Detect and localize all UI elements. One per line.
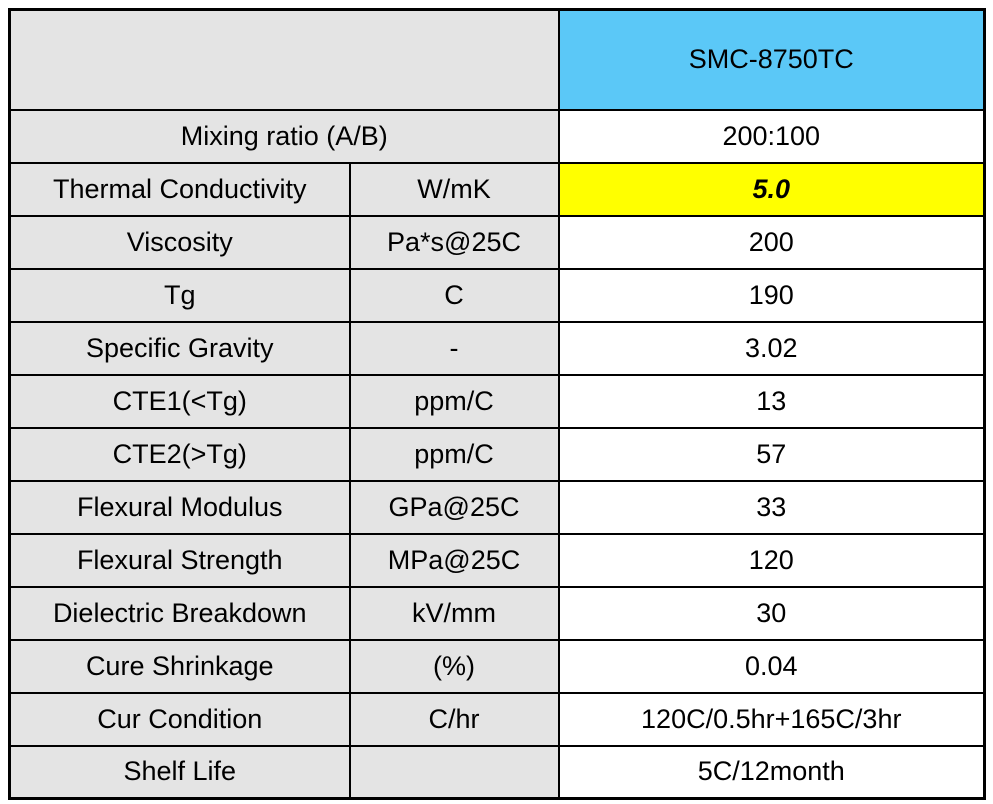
property-value-cell: 190 <box>557 267 986 323</box>
property-unit-cell: C <box>348 267 560 323</box>
property-label-cell: Specific Gravity <box>8 320 351 376</box>
table-row-shelf-life: Shelf Life 5C/12month <box>8 744 986 800</box>
property-value-cell-highlighted: 5.0 <box>557 161 986 217</box>
property-label-cell: Shelf Life <box>8 744 351 800</box>
table-row-cte1: CTE1(<Tg) ppm/C 13 <box>8 373 986 429</box>
table-row-header: SMC-8750TC <box>8 8 986 111</box>
property-unit-cell: Pa*s@25C <box>348 214 560 270</box>
property-value-cell: 120C/0.5hr+165C/3hr <box>557 691 986 747</box>
table-row-tg: Tg C 190 <box>8 267 986 323</box>
product-name-cell: SMC-8750TC <box>557 8 986 111</box>
property-unit-cell: C/hr <box>348 691 560 747</box>
property-label-cell: Viscosity <box>8 214 351 270</box>
table-row-cure-shrinkage: Cure Shrinkage (%) 0.04 <box>8 638 986 694</box>
property-value-cell: 5C/12month <box>557 744 986 800</box>
property-unit-cell: (%) <box>348 638 560 694</box>
property-value-cell: 200 <box>557 214 986 270</box>
table-row-dielectric-breakdown: Dielectric Breakdown kV/mm 30 <box>8 585 986 641</box>
table-row-flexural-strength: Flexural Strength MPa@25C 120 <box>8 532 986 588</box>
material-spec-table: SMC-8750TC Mixing ratio (A/B) 200:100 Th… <box>8 8 986 800</box>
property-unit-cell: W/mK <box>348 161 560 217</box>
table-row-specific-gravity: Specific Gravity - 3.02 <box>8 320 986 376</box>
property-value-cell: 13 <box>557 373 986 429</box>
property-unit-cell: ppm/C <box>348 426 560 482</box>
table-row-cte2: CTE2(>Tg) ppm/C 57 <box>8 426 986 482</box>
property-label-cell: Flexural Strength <box>8 532 351 588</box>
property-unit-cell: kV/mm <box>348 585 560 641</box>
property-unit-cell: MPa@25C <box>348 532 560 588</box>
property-unit-cell: GPa@25C <box>348 479 560 535</box>
property-label-cell: Flexural Modulus <box>8 479 351 535</box>
property-value-cell: 57 <box>557 426 986 482</box>
property-unit-cell <box>348 744 560 800</box>
property-label-cell: CTE2(>Tg) <box>8 426 351 482</box>
property-value-cell: 30 <box>557 585 986 641</box>
property-unit-cell: - <box>348 320 560 376</box>
table-row-viscosity: Viscosity Pa*s@25C 200 <box>8 214 986 270</box>
property-label-cell: Tg <box>8 267 351 323</box>
property-value-cell: 200:100 <box>557 108 986 164</box>
table-row-cur-condition: Cur Condition C/hr 120C/0.5hr+165C/3hr <box>8 691 986 747</box>
property-label-cell: Cure Shrinkage <box>8 638 351 694</box>
property-unit-cell: ppm/C <box>348 373 560 429</box>
property-value-cell: 3.02 <box>557 320 986 376</box>
header-blank-cell <box>8 8 560 111</box>
table-row-flexural-modulus: Flexural Modulus GPa@25C 33 <box>8 479 986 535</box>
property-value-cell: 0.04 <box>557 638 986 694</box>
property-label-cell: Mixing ratio (A/B) <box>8 108 560 164</box>
property-label-cell: Dielectric Breakdown <box>8 585 351 641</box>
table-row-mixing-ratio: Mixing ratio (A/B) 200:100 <box>8 108 986 164</box>
table-row-thermal-conductivity: Thermal Conductivity W/mK 5.0 <box>8 161 986 217</box>
property-label-cell: Cur Condition <box>8 691 351 747</box>
property-label-cell: Thermal Conductivity <box>8 161 351 217</box>
property-value-cell: 120 <box>557 532 986 588</box>
property-value-cell: 33 <box>557 479 986 535</box>
property-label-cell: CTE1(<Tg) <box>8 373 351 429</box>
